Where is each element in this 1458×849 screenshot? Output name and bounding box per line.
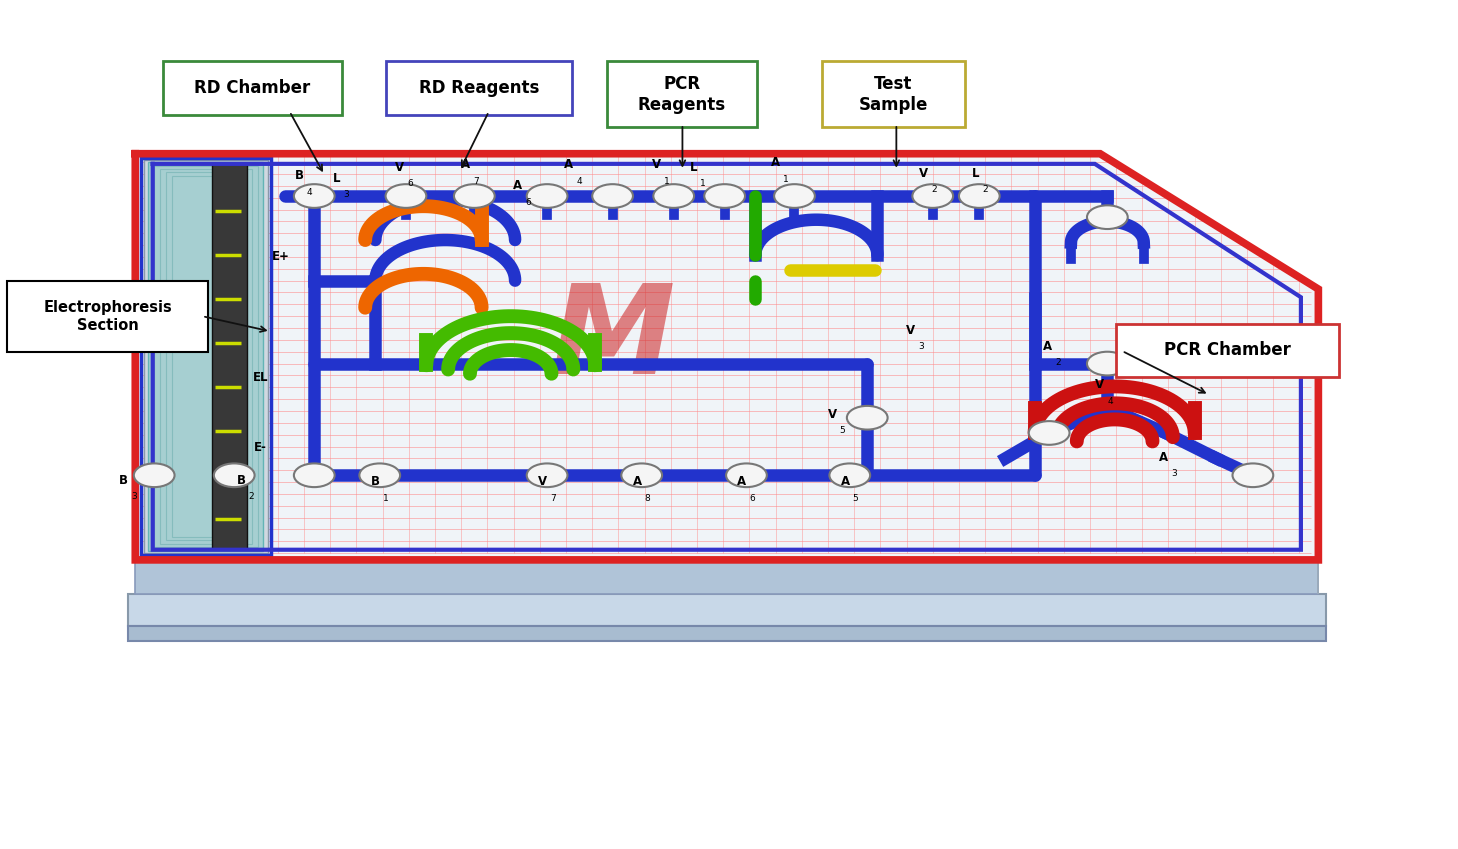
Text: Test
Sample: Test Sample [859,75,929,114]
Circle shape [847,406,888,430]
Text: 7: 7 [550,494,555,503]
Text: 2: 2 [249,492,254,501]
Polygon shape [128,593,1325,626]
Text: V: V [395,160,404,174]
FancyBboxPatch shape [385,61,572,115]
Text: 4: 4 [576,177,582,186]
Bar [172,176,241,537]
Text: L: L [690,160,697,174]
Text: 1: 1 [783,175,789,184]
Text: 3: 3 [131,492,137,501]
Text: A: A [513,179,522,192]
Text: 3: 3 [919,342,924,351]
Text: B: B [370,475,379,488]
Bar [149,162,264,551]
Text: 6: 6 [525,198,531,206]
FancyBboxPatch shape [822,61,965,127]
FancyBboxPatch shape [7,282,208,351]
Text: 2: 2 [932,185,937,194]
Text: L: L [332,171,341,184]
Circle shape [913,184,954,208]
Bar [160,169,252,544]
Text: 2: 2 [983,185,989,194]
Text: A: A [1159,451,1168,464]
Text: 4: 4 [1108,396,1112,406]
Polygon shape [128,626,1325,641]
Circle shape [385,184,426,208]
Text: V: V [905,324,916,337]
Circle shape [726,464,767,487]
Text: 4: 4 [308,188,312,197]
Circle shape [1088,205,1127,229]
Text: B: B [236,474,246,486]
Polygon shape [136,154,1318,559]
Text: V: V [538,475,547,488]
Circle shape [653,184,694,208]
Text: A: A [738,475,746,488]
Text: M: M [550,279,675,401]
Text: V: V [1095,378,1105,391]
Circle shape [621,464,662,487]
FancyBboxPatch shape [163,61,343,115]
Text: 3: 3 [344,190,348,200]
Text: A: A [841,475,850,488]
FancyBboxPatch shape [607,61,757,127]
Circle shape [295,464,335,487]
Text: 1: 1 [700,179,706,188]
Text: 5: 5 [853,494,859,503]
Text: A: A [633,475,642,488]
Polygon shape [136,559,1318,593]
Text: 6: 6 [749,494,755,503]
Text: L: L [972,166,980,179]
Text: B: B [295,169,305,182]
Text: A: A [564,158,573,171]
Text: V: V [919,166,929,179]
Circle shape [959,184,1000,208]
Text: A: A [461,158,469,171]
Text: RD Reagents: RD Reagents [418,79,539,97]
Circle shape [774,184,815,208]
Circle shape [526,184,567,208]
Circle shape [704,184,745,208]
Circle shape [359,464,399,487]
Text: Electrophoresis
Section: Electrophoresis Section [44,301,172,333]
Text: 6: 6 [407,179,413,188]
Circle shape [830,464,870,487]
Bar [141,158,271,554]
Bar [155,166,258,548]
Circle shape [214,464,255,487]
Text: E-: E- [254,441,267,454]
Circle shape [134,464,175,487]
Text: 1: 1 [663,177,669,186]
Text: 2: 2 [1056,358,1060,368]
Text: A: A [771,156,780,170]
Circle shape [1232,464,1273,487]
Text: PCR Chamber: PCR Chamber [1163,341,1290,359]
Circle shape [526,464,567,487]
Text: EL: EL [252,372,268,385]
Text: A: A [1042,340,1053,353]
Bar [144,160,268,554]
Bar [166,172,246,541]
Text: B: B [120,474,128,486]
FancyBboxPatch shape [1115,323,1338,377]
Circle shape [1029,421,1070,445]
Circle shape [592,184,633,208]
Text: 5: 5 [840,426,846,436]
Text: V: V [652,158,660,171]
Text: RD Chamber: RD Chamber [194,79,311,97]
Circle shape [295,184,335,208]
Circle shape [453,184,494,208]
Bar [211,164,246,549]
Text: 7: 7 [472,177,478,186]
Text: V: V [828,408,837,421]
Text: 1: 1 [382,494,388,503]
Text: PCR
Reagents: PCR Reagents [637,75,726,114]
Circle shape [1088,351,1127,375]
Text: 3: 3 [1171,469,1177,478]
Text: 8: 8 [644,494,650,503]
Text: E+: E+ [271,250,290,263]
